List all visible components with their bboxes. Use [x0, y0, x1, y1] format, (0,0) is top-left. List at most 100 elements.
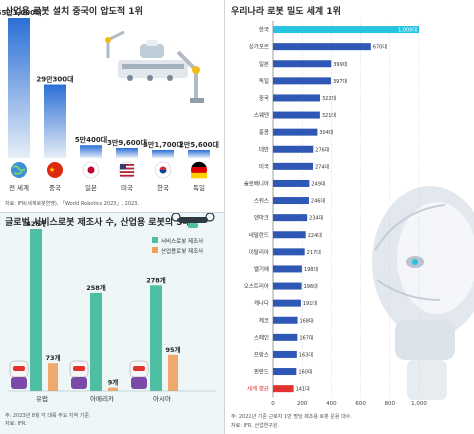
usa-stripe	[120, 174, 134, 177]
bar-아시아-1	[168, 354, 178, 391]
bar-value-label: 2만5,600대	[179, 140, 219, 149]
category-label: 한국	[259, 27, 269, 34]
category-label: 프랑스	[254, 351, 269, 358]
bar-독일	[273, 77, 331, 85]
bar-value-label: 196대	[304, 283, 319, 290]
bar-value-label: 160대	[298, 369, 313, 376]
bar-value-label: 1,000대	[398, 27, 417, 34]
bar-value-label: 163대	[299, 351, 314, 358]
bar-스페인	[273, 333, 298, 341]
bar-value-label: 426개	[26, 219, 46, 228]
category-label: 유럽	[36, 394, 48, 403]
category-label: 중국	[49, 184, 61, 192]
x-tick-label: 400	[326, 401, 337, 407]
category-label: 핀란드	[254, 368, 269, 376]
bar-미국	[273, 162, 314, 170]
bar-중국	[273, 94, 321, 102]
category-label: 싱가포르	[249, 43, 269, 51]
robot-visor-icon	[73, 366, 85, 371]
panel-industrial-installs: 산업용 로봇 설치 중국이 압도적 1위 55만3,000대 전 세계 29만300…	[0, 0, 224, 212]
japan-sun	[87, 166, 95, 174]
china-star: ★	[49, 166, 55, 174]
robot-body-icon	[131, 377, 147, 389]
category-label: 대만	[259, 145, 269, 153]
bar-value-label: 224대	[308, 232, 323, 239]
bar-value-label: 276대	[315, 146, 330, 153]
legend-swatch	[152, 237, 158, 243]
category-label: 홍콩	[259, 128, 269, 136]
bar-value-label: 29만300대	[36, 75, 73, 84]
bar-체코	[273, 316, 298, 324]
bar-value-label: 95개	[165, 345, 180, 354]
bar-value-label: 321대	[322, 112, 337, 119]
bar-value-label: 73개	[45, 353, 60, 362]
bar-value-label: 217대	[307, 249, 322, 256]
bar-전 세계	[8, 18, 30, 158]
china-flag-icon	[47, 162, 63, 178]
bar-세계 평균	[273, 385, 294, 393]
panel-c-title: 우리나라 로봇 밀도 세계 1위	[231, 7, 341, 17]
bar-value-label: 191대	[303, 300, 318, 307]
category-label: 전 세계	[9, 183, 29, 192]
category-label: 슬로베니아	[244, 179, 269, 187]
bar-value-label: 399대	[333, 61, 348, 68]
bar-네덜란드	[273, 231, 306, 239]
divider-left	[0, 212, 224, 213]
bar-독일	[188, 150, 210, 158]
usa-canton	[120, 164, 126, 170]
bar-value-label: 322대	[322, 95, 337, 102]
category-label: 한국	[157, 184, 169, 192]
robot-visor-icon	[13, 366, 25, 371]
bar-벨기에	[273, 265, 302, 273]
panel-b-note: 주: 2023년 8월 각 대륙 주요 지역 기준.	[5, 413, 91, 419]
category-label: 아시아	[153, 394, 171, 403]
robot-visor-icon	[133, 366, 145, 371]
bar-한국	[152, 149, 174, 158]
bar-value-label: 167대	[299, 334, 314, 341]
bar-value-label: 141대	[296, 386, 311, 393]
bar-홍콩	[273, 128, 318, 136]
bar-value-label: 5만400대	[75, 135, 107, 144]
bar-value-label: 198대	[304, 266, 319, 273]
drone-icon	[171, 213, 215, 228]
category-label: 네덜란드	[249, 231, 269, 239]
panel-b-source: 자료: IFR.	[5, 421, 27, 427]
category-label: 미국	[259, 162, 269, 170]
category-label: 중국	[259, 95, 269, 102]
bar-스웨덴	[273, 111, 320, 119]
usa-stripe	[120, 171, 134, 173]
panel-b-title: 글로벌 서비스로봇 제조사 수, 산업용 로봇의 5배	[5, 218, 191, 228]
bar-덴마크	[273, 214, 308, 222]
bar-프랑스	[273, 350, 297, 358]
x-tick-label: 200	[297, 401, 308, 407]
bar-value-label: 397대	[333, 78, 348, 85]
usa-stripe	[120, 167, 134, 170]
category-label: 일본	[259, 60, 269, 68]
category-label: 독일	[193, 183, 205, 192]
robot-arm-illustration	[105, 30, 204, 103]
x-tick-label: 600	[355, 401, 366, 407]
legend-swatch	[152, 247, 158, 253]
x-tick-label: 800	[385, 401, 396, 407]
germany-black	[191, 161, 207, 167]
bar-미국	[116, 147, 138, 158]
bar-value-label: 55만3,000대	[0, 8, 41, 17]
category-label: 캐나다	[254, 299, 269, 307]
robot-body-icon	[71, 377, 87, 389]
bar-일본	[273, 60, 332, 68]
panel-c-note: 주: 2021년 기준 근로자 1만 명당 제조용 로봇 운용 대수.	[231, 414, 352, 420]
category-label: 벨기에	[254, 265, 269, 273]
legend-label: 서비스로봇 제조사	[161, 237, 203, 245]
category-label: 독일	[259, 77, 269, 85]
bar-아메리카-0	[90, 292, 102, 391]
bar-대만	[273, 145, 314, 153]
bar-value-label: 249대	[311, 180, 326, 187]
bar-한국	[273, 26, 419, 34]
category-label: 덴마크	[254, 214, 269, 222]
category-label: 미국	[121, 183, 133, 192]
bar-중국	[44, 84, 66, 158]
bar-유럽-1	[48, 363, 58, 391]
